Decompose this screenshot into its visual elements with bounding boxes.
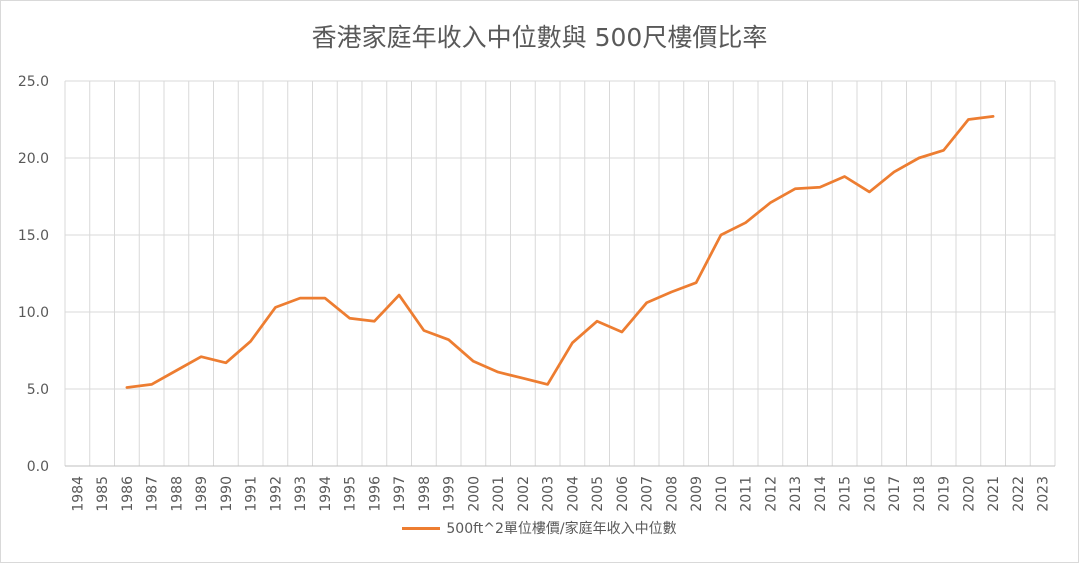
x-tick-label: 2002: [516, 476, 532, 512]
x-tick-label: 1999: [442, 476, 458, 512]
x-tick-label: 2000: [466, 476, 482, 512]
x-tick-label: 1995: [343, 476, 359, 512]
y-tick-label: 15.0: [18, 228, 49, 244]
legend-label: 500ft^2單位樓價/家庭年收入中位數: [446, 521, 677, 537]
x-tick-label: 1987: [145, 476, 161, 512]
y-tick-label: 25.0: [18, 74, 49, 90]
x-tick-label: 1991: [244, 476, 260, 512]
x-tick-label: 2011: [739, 476, 755, 512]
x-tick-label: 2013: [788, 476, 804, 512]
x-tick-label: 1994: [318, 476, 334, 512]
x-tick-label: 1996: [367, 476, 383, 512]
x-tick-label: 1990: [219, 476, 235, 512]
x-tick-label: 1985: [95, 476, 111, 512]
x-tick-label: 1984: [70, 476, 86, 512]
x-tick-label: 2019: [937, 476, 953, 512]
x-tick-labels: 1984 1985 1986 1987 1988 1989 1990 1991 1992 1993…: [70, 476, 1051, 512]
x-tick-label: 1993: [293, 476, 309, 512]
y-tick-label: 10.0: [18, 305, 49, 321]
x-tick-label: 2009: [689, 476, 705, 512]
x-tick-label: 2017: [887, 476, 903, 512]
x-tick-label: 2001: [491, 476, 507, 512]
x-tick-label: 2004: [565, 476, 581, 512]
x-tick-label: 1997: [392, 476, 408, 512]
x-tick-label: 2014: [813, 476, 829, 512]
legend: 500ft^2單位樓價/家庭年收入中位數: [0, 518, 1079, 538]
x-tick-label: 1986: [120, 476, 136, 512]
x-tick-label: 1998: [417, 476, 433, 512]
x-tick-label: 2007: [640, 476, 656, 512]
y-tick-label: 5.0: [27, 382, 49, 398]
x-tick-label: 2006: [615, 476, 631, 512]
x-tick-label: 1992: [268, 476, 284, 512]
x-tick-label: 2003: [541, 476, 557, 512]
x-tick-label: 2012: [763, 476, 779, 512]
y-tick-labels: 0.0 5.0 10.0 15.0 20.0 25.0: [18, 74, 49, 475]
y-tick-label: 0.0: [27, 459, 49, 475]
x-tick-label: 2023: [1036, 476, 1052, 512]
x-tick-label: 2021: [986, 476, 1002, 512]
x-tick-label: 2010: [714, 476, 730, 512]
x-tick-label: 2008: [664, 476, 680, 512]
x-tick-label: 2018: [912, 476, 928, 512]
x-tick-label: 2022: [1011, 476, 1027, 512]
x-tick-label: 2020: [961, 476, 977, 512]
series-line: [125, 115, 995, 389]
x-tick-label: 2015: [838, 476, 854, 512]
series-lines: [125, 115, 995, 389]
x-tick-label: 2005: [590, 476, 606, 512]
y-tick-label: 20.0: [18, 151, 49, 167]
legend-swatch: [402, 526, 441, 530]
chart-title: 香港家庭年收入中位數與 500尺樓價比率: [311, 23, 768, 52]
x-tick-label: 1989: [194, 476, 210, 512]
x-tick-label: 1988: [169, 476, 185, 512]
x-tick-label: 2016: [862, 476, 878, 512]
grid-lines: [64, 80, 1056, 467]
